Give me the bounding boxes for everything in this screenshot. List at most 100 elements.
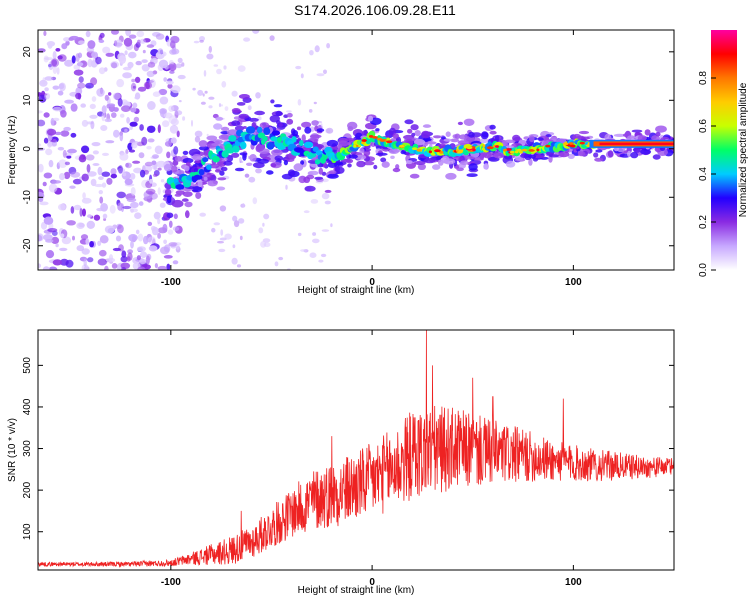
heatmap-cell (64, 161, 70, 166)
heatmap-cell (97, 258, 108, 266)
heatmap-cell (236, 102, 246, 106)
heatmap-cell (100, 203, 108, 212)
heatmap-cell (218, 248, 226, 253)
heatmap-cell (143, 81, 152, 90)
heatmap-cell (278, 123, 283, 127)
heatmap-cell (252, 30, 260, 34)
heatmap-cell (55, 243, 59, 248)
heatmap-cell (171, 85, 181, 94)
heatmap-cell (58, 83, 65, 90)
heatmap-cell (655, 131, 661, 137)
heatmap-cell (219, 170, 225, 176)
heatmap-cell (135, 60, 142, 66)
heatmap-cell (218, 103, 222, 108)
heatmap-cell (316, 128, 325, 133)
heatmap-cell (593, 152, 599, 158)
heatmap-cell (90, 77, 98, 86)
heatmap-cell (136, 30, 145, 38)
heatmap-cell (216, 68, 222, 75)
heatmap-cell (353, 144, 357, 148)
spectrogram-frame (37, 29, 675, 271)
heatmap-cell (266, 142, 275, 150)
heatmap-cell (64, 99, 74, 104)
heatmap-cell (61, 43, 68, 50)
y-tick-label: 400 (22, 398, 33, 415)
heatmap-cell (101, 171, 111, 177)
heatmap-cell (99, 249, 107, 257)
heatmap-cell (281, 173, 293, 180)
heatmap-cell (303, 176, 311, 183)
heatmap-cell (44, 57, 54, 61)
heatmap-cell (321, 192, 330, 200)
heatmap-cell (38, 163, 44, 173)
heatmap-cell (293, 163, 304, 172)
heatmap-cell (652, 154, 661, 160)
heatmap-cell (172, 260, 179, 265)
heatmap-cell (77, 82, 86, 89)
heatmap-cell (175, 243, 180, 250)
heatmap-cell (106, 177, 113, 185)
heatmap-cell (465, 155, 475, 160)
heatmap-cell (314, 176, 324, 180)
heatmap-cell (599, 142, 674, 146)
heatmap-cell (220, 104, 224, 107)
heatmap-cell (102, 46, 111, 54)
heatmap-cell (297, 232, 302, 237)
heatmap-cell (99, 235, 109, 244)
heatmap-cell (231, 90, 238, 97)
heatmap-cell (400, 150, 407, 155)
heatmap-cell (54, 131, 62, 136)
heatmap-cell (135, 229, 140, 235)
heatmap-cell (125, 149, 129, 155)
heatmap-cell (315, 150, 323, 156)
heatmap-cell (142, 49, 146, 54)
heatmap-cell (234, 125, 245, 132)
heatmap-cell (595, 149, 603, 153)
heatmap-cell (386, 140, 393, 144)
heatmap-cell (141, 136, 148, 146)
heatmap-cell (558, 151, 570, 158)
heatmap-cell (57, 90, 64, 96)
heatmap-cell (262, 222, 265, 227)
heatmap-cell (70, 103, 78, 112)
heatmap-cell (81, 119, 89, 127)
heatmap-cell (570, 144, 576, 148)
heatmap-cell (163, 163, 172, 172)
heatmap-cell (132, 160, 141, 164)
heatmap-cell (413, 161, 426, 165)
heatmap-cell (69, 185, 76, 189)
heatmap-cell (233, 220, 240, 228)
heatmap-cell (228, 135, 237, 142)
heatmap-cell (55, 48, 61, 52)
x-tick-label: 0 (369, 277, 375, 288)
heatmap-cell (524, 152, 532, 161)
heatmap-cell (124, 105, 130, 110)
heatmap-cell (168, 242, 178, 247)
heatmap-cell (248, 117, 259, 122)
heatmap-cell (139, 38, 146, 44)
heatmap-cell (300, 73, 304, 79)
heatmap-cell (388, 148, 400, 154)
heatmap-cell (326, 43, 330, 49)
heatmap-cell (345, 158, 354, 164)
heatmap-cell (181, 198, 189, 202)
heatmap-cell (157, 124, 161, 134)
heatmap-cell (468, 131, 475, 138)
heatmap-cell (604, 133, 612, 141)
heatmap-cell (607, 150, 614, 158)
heatmap-cell (423, 158, 436, 164)
heatmap-cell (52, 85, 60, 90)
heatmap-cell (171, 199, 184, 208)
heatmap-cell (363, 161, 375, 166)
heatmap-cell (131, 78, 136, 83)
heatmap-cell (312, 238, 320, 244)
heatmap-cell (231, 152, 240, 158)
heatmap-cell (39, 201, 49, 206)
heatmap-cell (520, 140, 527, 144)
heatmap-cell (78, 76, 84, 83)
heatmap-cell (259, 122, 270, 129)
heatmap-cell (66, 220, 76, 226)
heatmap-cell (158, 88, 168, 96)
y-tick-label: 200 (22, 481, 33, 498)
heatmap-cell (203, 70, 207, 77)
